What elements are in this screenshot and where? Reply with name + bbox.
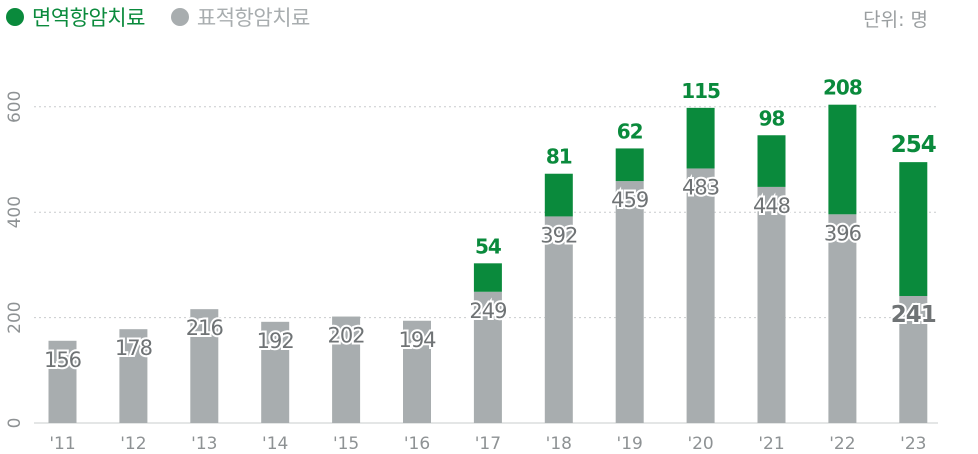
x-tick-label: '23 (900, 434, 926, 454)
bar-targeted (544, 216, 573, 423)
x-tick-label: '12 (120, 434, 146, 454)
value-label-immuno: 208 (823, 76, 862, 100)
bar-immuno (473, 263, 502, 292)
x-tick-label: '17 (475, 434, 501, 454)
x-tick-label: '11 (49, 434, 75, 454)
value-label-immuno: 254 (891, 132, 936, 158)
value-label-immuno: 98 (759, 106, 785, 130)
y-tick-label: 400 (5, 196, 25, 228)
value-label-targeted: 192 (257, 329, 294, 353)
bar-immuno (544, 173, 573, 217)
bar-targeted (48, 340, 77, 423)
bar-targeted (473, 291, 502, 423)
x-tick-label: '18 (546, 434, 572, 454)
legend-item-targeted: 표적항암치료 (170, 2, 310, 32)
bar-targeted (757, 186, 786, 423)
value-label-immuno: 62 (617, 119, 643, 143)
x-tick-label: '19 (617, 434, 643, 454)
value-label-immuno: 54 (475, 234, 501, 258)
value-label-targeted: 392 (540, 223, 577, 247)
legend-item-immuno: 면역항암치료 (6, 2, 145, 32)
value-label-targeted: 241 (891, 302, 936, 328)
value-label-targeted: 216 (186, 316, 224, 340)
value-label-targeted: 249 (469, 299, 506, 323)
bar-immuno (757, 135, 786, 187)
bar-targeted (899, 295, 928, 423)
bar-targeted (686, 168, 715, 423)
bar-immuno (899, 162, 928, 296)
x-tick-label: '13 (191, 434, 217, 454)
value-label-targeted: 459 (611, 188, 648, 212)
bar-targeted (332, 316, 361, 423)
x-tick-label: '16 (404, 434, 430, 454)
y-tick-label: 0 (5, 418, 25, 429)
value-label-targeted: 202 (328, 324, 365, 348)
y-tick-label: 600 (5, 91, 25, 123)
value-label-targeted: 396 (824, 221, 862, 245)
y-tick-label: 200 (5, 301, 25, 333)
legend: 면역항암치료 표적항암치료 (6, 2, 310, 32)
bar-targeted (119, 329, 148, 423)
bar-targeted (190, 309, 219, 423)
legend-dot-immuno (6, 8, 24, 26)
legend-dot-targeted (170, 8, 189, 26)
value-label-targeted: 194 (398, 328, 436, 352)
x-tick-label: '20 (687, 434, 713, 454)
bar-targeted (261, 321, 290, 423)
bar-targeted (403, 320, 431, 423)
value-label-immuno: 115 (681, 79, 720, 103)
x-tick-label: '22 (829, 434, 855, 454)
bar-immuno (828, 104, 857, 215)
value-label-targeted: 156 (44, 348, 82, 372)
value-label-immuno: 81 (546, 145, 572, 169)
bar-immuno (686, 107, 715, 169)
value-label-targeted: 483 (682, 175, 719, 199)
legend-label-targeted: 표적항암치료 (196, 6, 310, 30)
bar-targeted (828, 214, 857, 423)
value-label-targeted: 448 (753, 194, 790, 218)
unit-label: 단위: 명 (863, 9, 928, 31)
bar-immuno (615, 148, 644, 182)
legend-label-immuno: 면역항암치료 (32, 6, 145, 30)
value-label-targeted: 178 (115, 336, 152, 360)
bar-targeted (615, 181, 644, 423)
x-tick-label: '15 (333, 434, 359, 454)
x-tick-label: '21 (758, 434, 784, 454)
x-tick-label: '14 (262, 434, 288, 454)
